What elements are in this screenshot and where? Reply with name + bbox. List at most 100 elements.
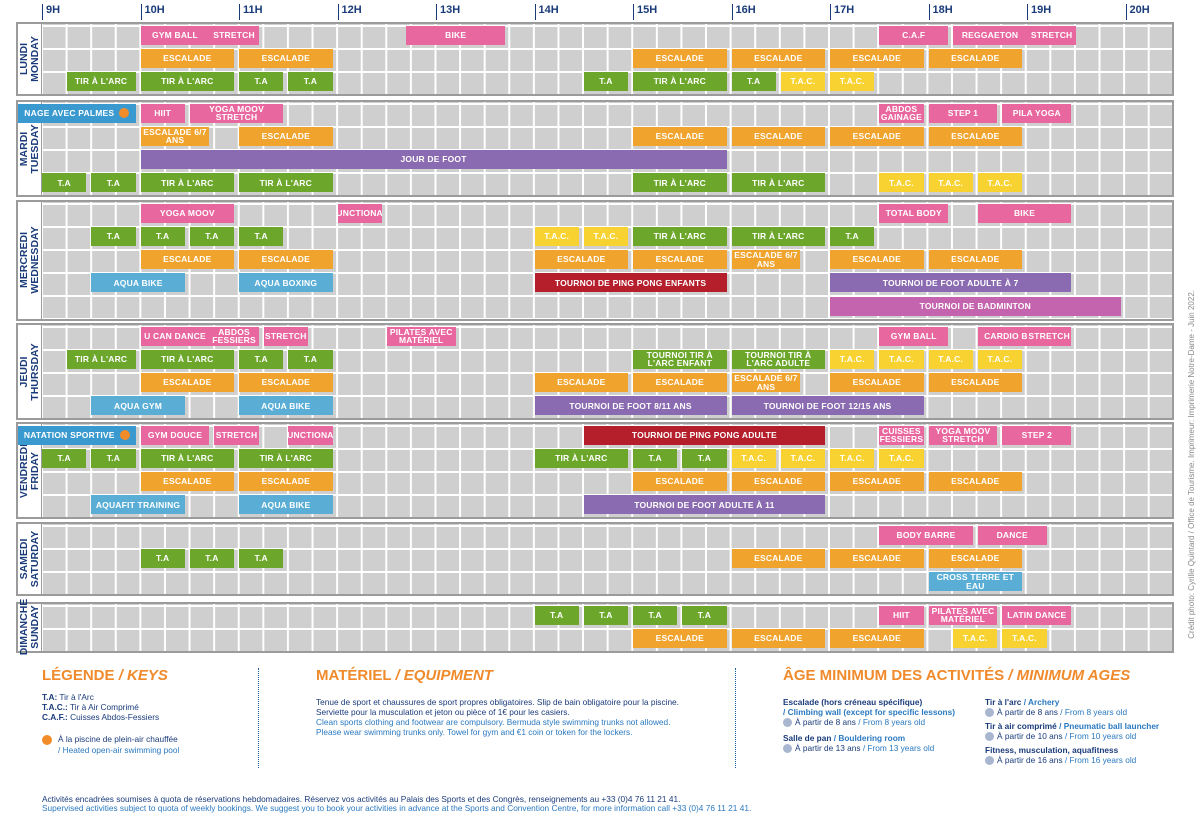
activity-block[interactable]: T.A	[682, 448, 727, 468]
activity-block[interactable]: T.A	[534, 605, 579, 625]
activity-block[interactable]: T.A.C.	[879, 173, 924, 193]
activity-block[interactable]: T.A.C.	[977, 173, 1023, 193]
activity-block[interactable]: ESCALADE	[830, 48, 924, 68]
activity-block[interactable]: AQUA BIKE	[239, 396, 333, 416]
activity-block[interactable]: ESCALADE	[633, 126, 727, 146]
activity-block[interactable]: TIR À L'ARC	[534, 448, 629, 468]
activity-block[interactable]: ESCALADE	[928, 48, 1023, 68]
activity-block[interactable]: ESCALADE	[830, 373, 924, 393]
activity-block[interactable]: YOGA MOOV STRETCH	[928, 425, 998, 445]
activity-block[interactable]: STEP 1	[928, 103, 998, 123]
activity-block[interactable]: BIKE	[406, 25, 505, 45]
activity-block[interactable]: TOURNOI DE PING PONG ENFANTS	[534, 273, 727, 293]
activity-block[interactable]: ESCALADE	[140, 472, 235, 492]
activity-block[interactable]: STRETCH	[214, 425, 259, 445]
activity-block[interactable]: TIR À L'ARC	[239, 173, 333, 193]
activity-block[interactable]: ESCALADE	[140, 250, 235, 270]
activity-block[interactable]: ESCALADE	[633, 628, 727, 648]
activity-block[interactable]: T.A	[189, 548, 235, 568]
activity-block[interactable]: T.A	[140, 226, 185, 246]
activity-block[interactable]: T.A	[830, 226, 875, 246]
activity-block[interactable]: NAGE AVEC PALMES	[18, 103, 136, 123]
activity-block[interactable]: AQUA GYM	[91, 396, 185, 416]
activity-block[interactable]: TIR À L'ARC	[239, 448, 333, 468]
activity-block[interactable]: GYM BALL	[879, 326, 949, 346]
activity-block[interactable]: ESCALADE	[731, 548, 826, 568]
activity-block[interactable]: GYM BALL	[140, 25, 210, 45]
activity-block[interactable]: ESCALADE	[534, 250, 629, 270]
activity-block[interactable]: ESCALADE	[928, 373, 1023, 393]
activity-block[interactable]: T.A	[239, 548, 284, 568]
activity-block[interactable]: T.A.C.	[780, 72, 826, 92]
activity-block[interactable]: TOURNOI DE PING PONG ADULTE	[583, 425, 826, 445]
activity-block[interactable]: TOURNOI DE FOOT 12/15 ANS	[731, 396, 924, 416]
activity-block[interactable]: T.A	[140, 548, 185, 568]
activity-block[interactable]: REGGAETON	[953, 25, 1027, 45]
activity-block[interactable]: T.A.C.	[977, 349, 1023, 369]
activity-block[interactable]: T.A	[633, 448, 678, 468]
activity-block[interactable]: ESCALADE	[830, 126, 924, 146]
activity-block[interactable]: TOURNOI DE FOOT ADULTE À 11	[583, 495, 826, 515]
activity-block[interactable]: T.A	[91, 173, 136, 193]
activity-block[interactable]: ESCALADE	[239, 250, 333, 270]
activity-block[interactable]: FUNCTIONAL	[288, 425, 333, 445]
activity-block[interactable]: T.A	[91, 226, 136, 246]
activity-block[interactable]: T.A	[239, 72, 284, 92]
activity-block[interactable]: ESCALADE	[928, 472, 1023, 492]
activity-block[interactable]: YOGA MOOV STRETCH	[189, 103, 284, 123]
activity-block[interactable]: ESCALADE	[731, 628, 826, 648]
activity-block[interactable]: T.A.C.	[830, 349, 875, 369]
activity-block[interactable]: LATIN DANCE	[1002, 605, 1072, 625]
activity-block[interactable]: STEP 2	[1002, 425, 1072, 445]
activity-block[interactable]: BIKE	[977, 203, 1072, 223]
activity-block[interactable]: FUNCTIONAL	[337, 203, 382, 223]
activity-block[interactable]: BODY BARRE	[879, 525, 973, 545]
activity-block[interactable]: ESCALADE 6/7 ANS	[731, 373, 801, 393]
activity-block[interactable]: ESCALADE	[928, 126, 1023, 146]
activity-block[interactable]: TOURNOI TIR À L'ARC ENFANT	[633, 349, 727, 369]
activity-block[interactable]: T.A	[42, 173, 87, 193]
activity-block[interactable]: ESCALADE	[633, 250, 727, 270]
activity-block[interactable]: T.A.C.	[830, 72, 875, 92]
activity-block[interactable]: C.A.F	[879, 25, 949, 45]
activity-block[interactable]: T.A.C.	[953, 628, 998, 648]
activity-block[interactable]: U CAN DANCE	[140, 326, 210, 346]
activity-block[interactable]: ESCALADE	[534, 373, 629, 393]
activity-block[interactable]: CUISSES FESSIERS	[879, 425, 924, 445]
activity-block[interactable]: TIR À L'ARC	[731, 173, 826, 193]
activity-block[interactable]: PILATES AVEC MATÉRIEL	[928, 605, 998, 625]
activity-block[interactable]: AQUAFIT TRAINING	[91, 495, 185, 515]
activity-block[interactable]: HIIT	[140, 103, 185, 123]
activity-block[interactable]: T.A.C.	[879, 349, 924, 369]
activity-block[interactable]: TIR À L'ARC	[66, 72, 136, 92]
activity-block[interactable]: JOUR DE FOOT	[140, 150, 727, 170]
activity-block[interactable]: STRETCH	[1027, 25, 1077, 45]
activity-block[interactable]: TIR À L'ARC	[140, 349, 235, 369]
activity-block[interactable]: TIR À L'ARC	[140, 448, 235, 468]
activity-block[interactable]: CROSS TERRE ET EAU	[928, 572, 1023, 592]
activity-block[interactable]: T.A	[583, 72, 629, 92]
activity-block[interactable]: T.A	[239, 226, 284, 246]
activity-block[interactable]: T.A	[633, 605, 678, 625]
activity-block[interactable]: ESCALADE	[633, 48, 727, 68]
activity-block[interactable]: TOURNOI DE FOOT 8/11 ANS	[534, 396, 727, 416]
activity-block[interactable]: T.A.C.	[731, 448, 776, 468]
activity-block[interactable]: GYM DOUCE	[140, 425, 210, 445]
activity-block[interactable]: ABDOS GAINAGE	[879, 103, 924, 123]
activity-block[interactable]: T.A.C.	[534, 226, 579, 246]
activity-block[interactable]: AQUA BIKE	[91, 273, 185, 293]
activity-block[interactable]: ESCALADE	[928, 548, 1023, 568]
activity-block[interactable]: TIR À L'ARC	[633, 72, 727, 92]
activity-block[interactable]: TIR À L'ARC	[140, 72, 235, 92]
activity-block[interactable]: YOGA MOOV	[140, 203, 235, 223]
activity-block[interactable]: HIIT	[879, 605, 924, 625]
activity-block[interactable]: ESCALADE	[633, 373, 727, 393]
activity-block[interactable]: PILA YOGA	[1002, 103, 1072, 123]
activity-block[interactable]: ESCALADE	[731, 48, 826, 68]
activity-block[interactable]: T.A	[239, 349, 284, 369]
activity-block[interactable]: T.A	[288, 349, 333, 369]
activity-block[interactable]: T.A.C.	[928, 173, 973, 193]
activity-block[interactable]: T.A	[42, 448, 87, 468]
activity-block[interactable]: PILATES AVEC MATÉRIEL	[386, 326, 456, 346]
activity-block[interactable]: ESCALADE 6/7 ANS	[140, 126, 210, 146]
